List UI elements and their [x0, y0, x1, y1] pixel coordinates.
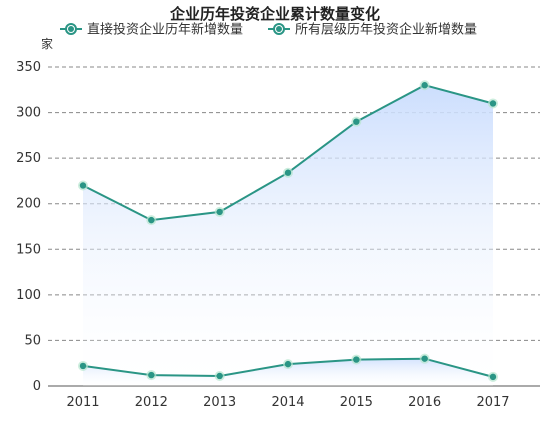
y-axis-ticks: 0 50 100 150 200 250 300 350: [16, 60, 41, 394]
data-point[interactable]: [148, 371, 155, 379]
area-fills: [83, 85, 493, 386]
data-point[interactable]: [489, 373, 497, 381]
y-tick-label: 200: [16, 197, 41, 212]
y-tick-label: 250: [16, 151, 41, 166]
y-tick-label: 50: [24, 333, 41, 348]
data-point[interactable]: [421, 82, 428, 89]
data-point[interactable]: [489, 100, 497, 107]
y-tick-label: 100: [16, 288, 41, 303]
series-area-1: [83, 85, 493, 386]
data-point[interactable]: [353, 118, 360, 125]
y-tick-label: 150: [16, 242, 41, 257]
x-tick-label: 2016: [408, 395, 441, 410]
x-tick-label: 2014: [271, 395, 304, 410]
data-point[interactable]: [284, 169, 292, 176]
legend-marker-dot: [68, 26, 74, 32]
data-point[interactable]: [284, 360, 292, 368]
data-point[interactable]: [216, 208, 223, 216]
x-tick-label: 2013: [203, 395, 236, 410]
data-point[interactable]: [421, 355, 428, 362]
x-axis-ticks: 2011 2012 2013 2014 2015 2016 2017: [66, 395, 509, 410]
y-tick-label: 300: [16, 106, 41, 121]
y-tick-label: 0: [33, 379, 41, 394]
legend-marker-dot: [276, 26, 282, 32]
legend-label[interactable]: 所有层级历年投资企业新增数量: [295, 22, 477, 38]
chart-title: 企业历年投资企业累计数量变化: [169, 5, 380, 23]
x-tick-label: 2017: [476, 395, 509, 410]
data-point[interactable]: [216, 372, 223, 380]
legend: 直接投资企业历年新增数量 所有层级历年投资企业新增数量: [60, 22, 477, 38]
data-point[interactable]: [79, 182, 87, 189]
legend-label[interactable]: 直接投资企业历年新增数量: [87, 22, 243, 38]
x-tick-label: 2012: [135, 395, 168, 410]
data-point[interactable]: [353, 356, 360, 363]
series-markers: [78, 80, 498, 382]
y-tick-label: 350: [16, 60, 41, 75]
y-axis-unit-label: 家: [41, 36, 53, 51]
data-point[interactable]: [79, 362, 87, 370]
data-point[interactable]: [148, 216, 155, 224]
x-tick-label: 2011: [66, 395, 99, 410]
x-tick-label: 2015: [340, 395, 373, 410]
